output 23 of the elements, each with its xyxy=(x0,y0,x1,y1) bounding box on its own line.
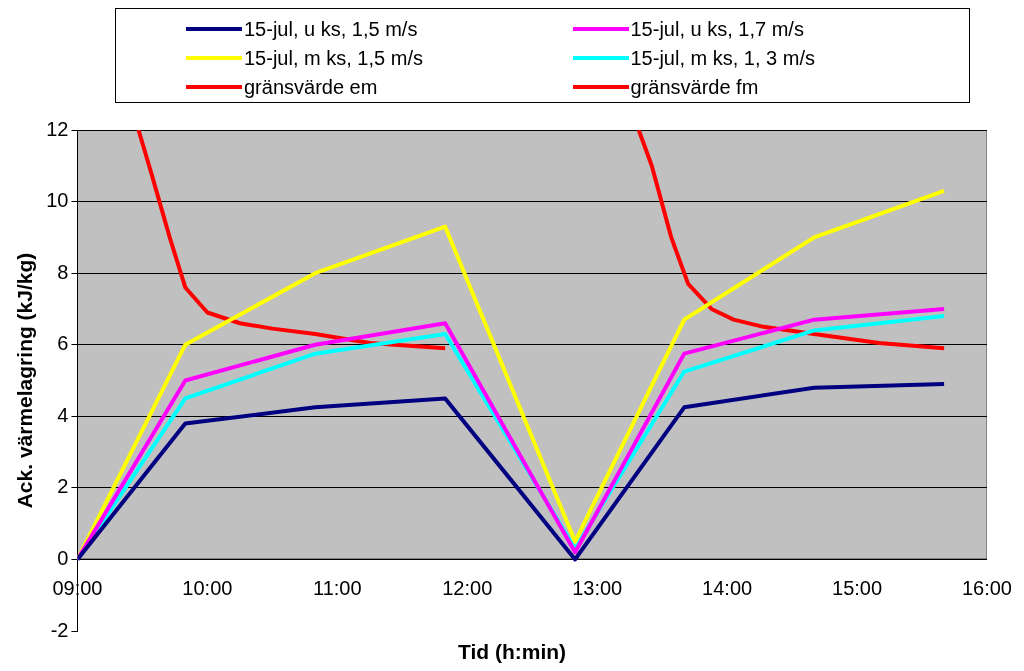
y-tick-label: 8 xyxy=(57,260,69,283)
x-axis-title: Tid (h:min) xyxy=(456,640,568,664)
y-tick-label: 4 xyxy=(57,403,69,426)
y-tick-label: 10 xyxy=(46,189,69,212)
y-tick-label: 0 xyxy=(57,546,69,569)
legend-label: 15-jul, m ks, 1,5 m/s xyxy=(244,46,423,70)
y-tick-label: 6 xyxy=(57,332,69,355)
legend-label: 15-jul, u ks, 1,7 m/s xyxy=(630,17,804,41)
x-tick-label: 12:00 xyxy=(442,576,493,599)
legend-label: gränsvärde fm xyxy=(630,75,759,99)
legend-label: 15-jul, m ks, 1, 3 m/s xyxy=(630,46,815,70)
x-tick-label: 16:00 xyxy=(961,576,1013,599)
y-axis-title: Ack. värmelagring (kJ/kg) xyxy=(13,252,37,509)
y-tick-label: 2 xyxy=(57,475,69,498)
legend-label: gränsvärde em xyxy=(244,75,378,99)
x-tick-label: 14:00 xyxy=(702,576,753,599)
y-tick-label: -2 xyxy=(50,618,69,641)
legend-label: 15-jul, u ks, 1,5 m/s xyxy=(244,17,418,41)
x-tick-label: 10:00 xyxy=(182,576,233,599)
x-tick-label: 13:00 xyxy=(572,576,623,599)
y-tick-label: 12 xyxy=(46,117,69,140)
x-tick-label: 11:00 xyxy=(313,576,362,599)
x-tick-label: 15:00 xyxy=(832,576,883,599)
